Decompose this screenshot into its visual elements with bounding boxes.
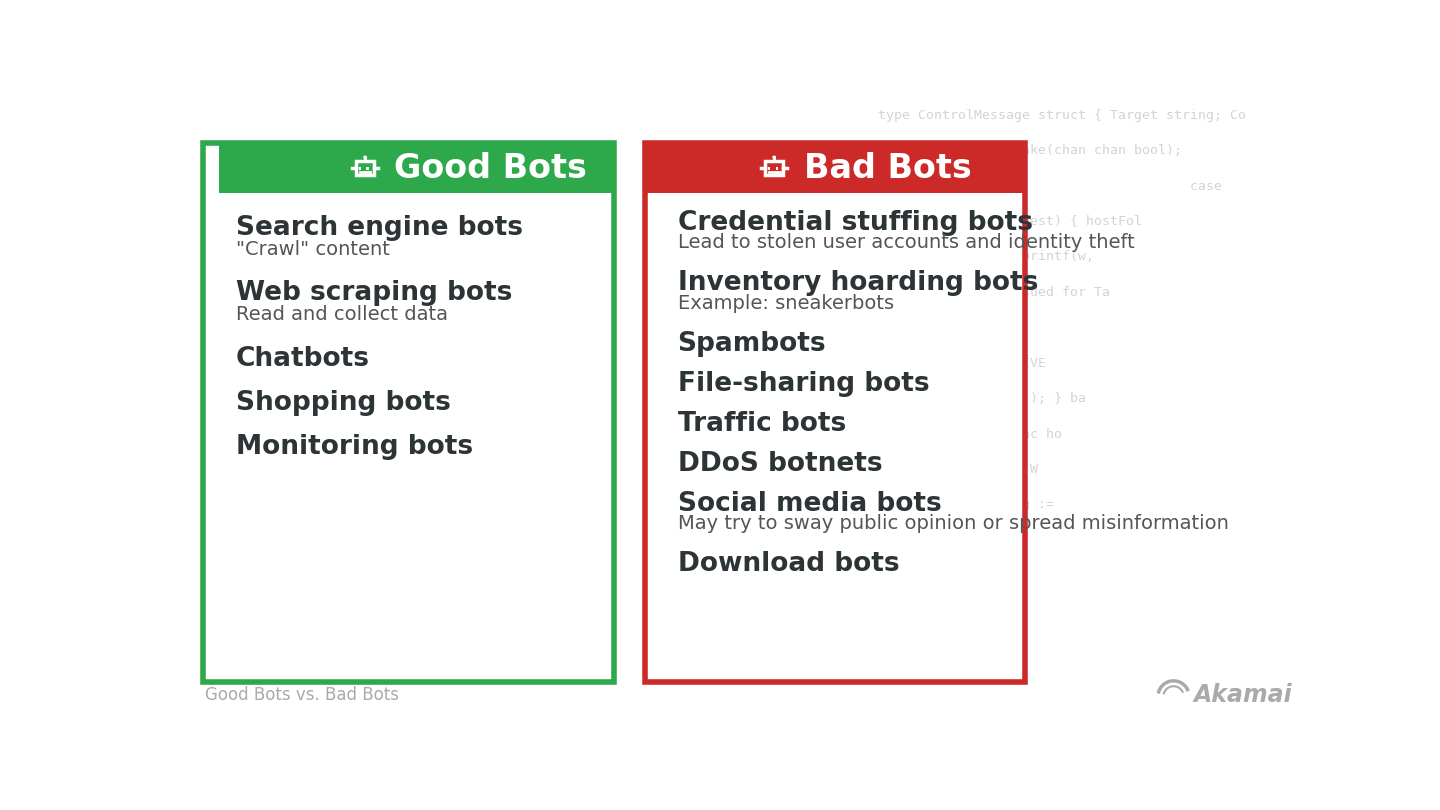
- Text: Example: sneakerbots: Example: sneakerbots: [678, 293, 894, 313]
- Text: use for: use for: [854, 640, 935, 653]
- FancyBboxPatch shape: [219, 143, 613, 194]
- Text: Monitoring bots: Monitoring bots: [236, 433, 472, 460]
- Text: type ControlMessage struct { Target string; Co: type ControlMessage struct { Target stri…: [854, 109, 1246, 122]
- Text: Search engine bots: Search engine bots: [236, 215, 523, 241]
- Text: Web scraping bots: Web scraping bots: [236, 280, 513, 306]
- Text: Inventory hoarding bots: Inventory hoarding bots: [678, 271, 1038, 296]
- Text: fmt.Fprint(w, "ACTIVE: fmt.Fprint(w, "ACTIVE: [854, 356, 1047, 369]
- Text: Akamai: Akamai: [1194, 683, 1293, 706]
- Text: DDoS botnets: DDoS botnets: [678, 450, 883, 476]
- Text: "Crawl" content: "Crawl" content: [236, 240, 390, 258]
- Text: Spambots: Spambots: [678, 330, 827, 356]
- Text: Download bots: Download bots: [678, 551, 899, 577]
- Circle shape: [773, 156, 775, 159]
- Text: Credential stuffing bots: Credential stuffing bots: [678, 211, 1032, 237]
- Text: ": ": [854, 676, 886, 688]
- Text: count.int64: }; func ho: count.int64: }; func ho: [854, 428, 1063, 441]
- FancyBboxPatch shape: [203, 143, 613, 682]
- Text: Good Bots: Good Bots: [395, 152, 588, 185]
- Text: server("1337", nil)); } ba: server("1337", nil)); } ba: [854, 392, 1086, 405]
- Text: handler = http.Request) { hostFol: handler = http.Request) { hostFol: [854, 215, 1142, 228]
- Text: Traffic bots: Traffic bots: [678, 411, 845, 437]
- Text: Bad Bots: Bad Bots: [804, 152, 972, 185]
- Circle shape: [364, 156, 366, 159]
- Text: Fprintf: Fprintf: [854, 604, 935, 618]
- Text: Shopping bots: Shopping bots: [236, 390, 451, 416]
- FancyBboxPatch shape: [645, 143, 1025, 194]
- FancyBboxPatch shape: [768, 167, 770, 169]
- Text: } hostToke: } hostToke: [854, 569, 958, 582]
- Text: Chatbots: Chatbots: [236, 346, 370, 372]
- Text: File-sharing bots: File-sharing bots: [678, 370, 929, 397]
- Text: Lead to stolen user accounts and identity theft: Lead to stolen user accounts and identit…: [678, 233, 1135, 253]
- FancyBboxPatch shape: [776, 167, 778, 169]
- Text: Good Bots vs. Bad Bots: Good Bots vs. Bad Bots: [204, 686, 399, 704]
- Text: (request) { reqCha: (request) { reqCha: [854, 322, 1022, 335]
- Text: err := nil { fmt.Fprintf(w,: err := nil { fmt.Fprintf(w,: [854, 250, 1094, 263]
- Text: Read and collect data: Read and collect data: [236, 305, 448, 324]
- Text: "inactive" case msg :=: "inactive" case msg :=: [854, 498, 1054, 511]
- FancyBboxPatch shape: [359, 167, 361, 169]
- Text: {}); func adm: {}); func adm: [854, 534, 982, 547]
- FancyBboxPatch shape: [366, 167, 369, 169]
- Text: chan bool); worker.W: chan bool); worker.W: [854, 463, 1038, 476]
- Text: controlChannel = make(chan chan bool);: controlChannel = make(chan chan bool);: [854, 144, 1182, 157]
- FancyBboxPatch shape: [645, 143, 1025, 682]
- Text: case: case: [854, 180, 1223, 193]
- Text: May try to sway public opinion or spread misinformation: May try to sway public opinion or spread…: [678, 514, 1228, 533]
- Text: Social media bots: Social media bots: [678, 491, 942, 517]
- Text: control message issued for Ta: control message issued for Ta: [854, 286, 1110, 299]
